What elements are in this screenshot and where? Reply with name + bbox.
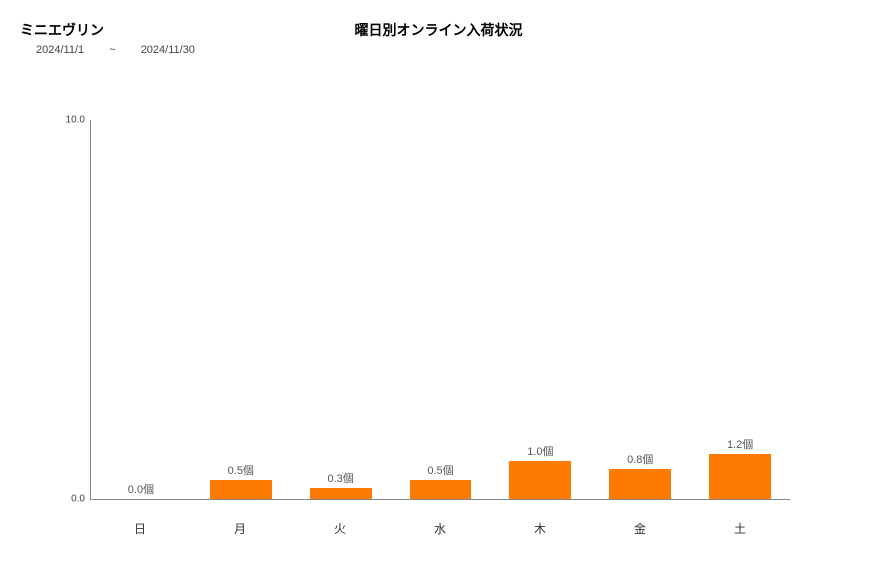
y-tick-label: 0.0 [71,494,85,505]
date-from: 2024/11/1 [36,44,84,56]
bar-cell: 0.0個 [91,120,191,499]
x-tick-label: 土 [690,504,790,537]
chart-container: ミニエヴリン 曜日別オンライン入荷状況 2024/11/1 ~ 2024/11/… [0,0,877,578]
x-tick-label: 水 [390,504,490,537]
bar [509,461,571,499]
bar [310,488,372,499]
bar-cell: 0.8個 [590,120,690,499]
bar [709,454,771,499]
bar-value-label: 1.0個 [527,443,553,459]
bar-value-label: 0.0個 [128,481,154,497]
x-axis-labels: 日月火水木金土 [90,504,790,537]
bar-cell: 1.0個 [490,120,590,499]
chart-title: 曜日別オンライン入荷状況 [0,20,877,40]
x-tick-label: 木 [490,504,590,537]
date-range: 2024/11/1 ~ 2024/11/30 [36,44,217,56]
bar-cell: 0.5個 [191,120,291,499]
bar-value-label: 1.2個 [727,436,753,452]
bar [210,480,272,499]
x-tick-label: 月 [190,504,290,537]
x-tick-label: 金 [590,504,690,537]
bar-cell: 0.3個 [291,120,391,499]
bar-cell: 0.5個 [391,120,491,499]
bar-cell: 1.2個 [690,120,790,499]
bar-value-label: 0.5個 [427,462,453,478]
y-tick-label: 10.0 [66,115,85,126]
x-tick-label: 火 [290,504,390,537]
date-sep: ~ [109,44,115,56]
plot-area: 0.0個0.5個0.3個0.5個1.0個0.8個1.2個 0.010.0 [90,120,790,500]
bar-value-label: 0.5個 [228,462,254,478]
bar-value-label: 0.3個 [328,470,354,486]
bar [609,469,671,499]
bar [410,480,472,499]
bar-value-label: 0.8個 [627,451,653,467]
bars-group: 0.0個 0.5個 0.3個 0.5個 1.0個 0.8個 1.2個 [91,120,790,499]
date-to: 2024/11/30 [141,44,195,56]
x-tick-label: 日 [90,504,190,537]
